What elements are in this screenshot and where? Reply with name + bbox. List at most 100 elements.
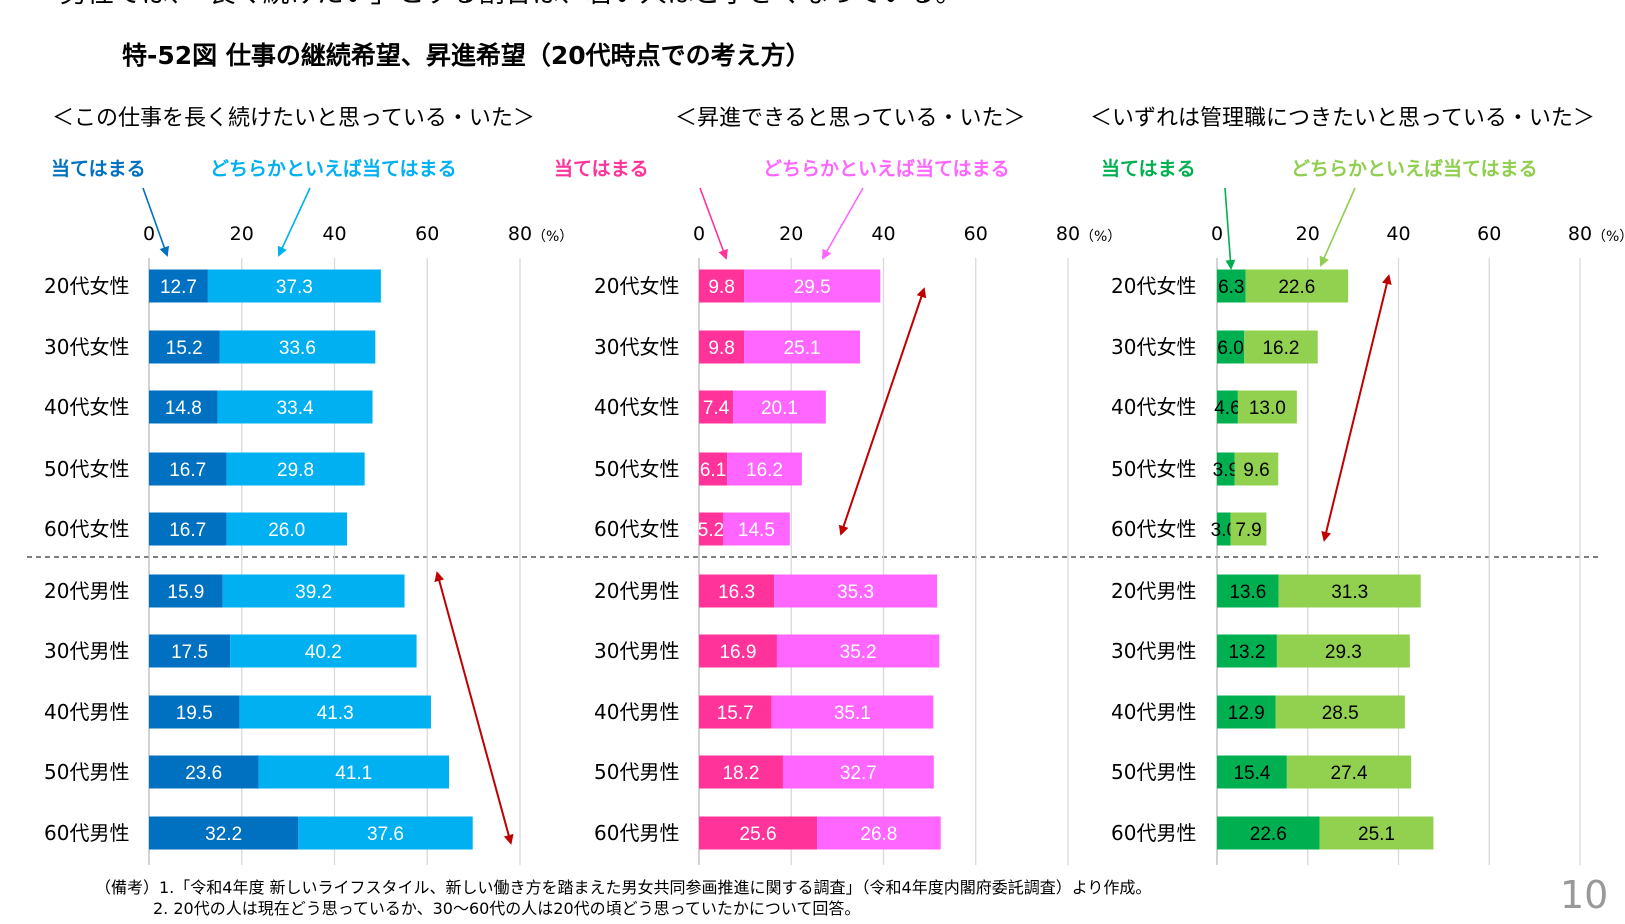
- category-label: 30代男性: [594, 639, 679, 663]
- legend-pointer-arrow: [1224, 187, 1236, 270]
- bar-segment: [149, 634, 231, 668]
- data-label: 16.9: [719, 642, 756, 663]
- data-label: 3.9: [1213, 460, 1239, 481]
- panel-2: ＜昇進できると思っている・いた＞ 当てはまる どちらかといえば当てはまる 0 20 40 6…: [554, 106, 1121, 865]
- trend-double-arrow: [1321, 274, 1392, 542]
- legend-label: 当てはまる: [51, 157, 146, 180]
- bar-segment: [219, 330, 376, 364]
- note-1: （備考）1.「令和4年度 新しいライフスタイル、新しい働き方を踏まえた男女共同参…: [95, 878, 1151, 897]
- category-label: 40代女性: [594, 395, 679, 419]
- data-label: 41.3: [317, 703, 354, 724]
- bar-segment: [1278, 574, 1421, 608]
- legend-pointer-arrow: [1319, 187, 1356, 267]
- legend-pointer-arrow: [277, 187, 311, 257]
- unit-label: （%）: [1592, 229, 1625, 245]
- category-label: 50代女性: [44, 457, 129, 481]
- bar-segment: [1217, 574, 1279, 608]
- category-label: 50代女性: [1111, 457, 1196, 481]
- data-label: 20.1: [761, 398, 798, 419]
- x-tick-label: 80: [508, 223, 532, 245]
- data-label: 19.5: [176, 703, 213, 724]
- category-label: 40代女性: [1111, 395, 1196, 419]
- category-label: 40代男性: [44, 700, 129, 724]
- trend-double-arrow: [838, 287, 927, 536]
- x-tick-label: 20: [1296, 223, 1320, 245]
- data-label: 28.5: [1322, 703, 1359, 724]
- bar-segment: [149, 755, 259, 789]
- bar-segment: [1275, 695, 1405, 729]
- legend-pointer-arrow: [822, 187, 864, 260]
- category-label: 30代男性: [44, 639, 129, 663]
- data-label: 15.2: [166, 338, 203, 359]
- data-label: 32.2: [205, 824, 242, 845]
- category-label: 50代女性: [594, 457, 679, 481]
- x-tick-label: 0: [693, 223, 705, 245]
- category-label: 60代女性: [1111, 517, 1196, 541]
- bar-segment: [1217, 634, 1277, 668]
- bar-segment: [1217, 816, 1320, 850]
- category-label: 60代男性: [594, 821, 679, 845]
- bar-segment: [149, 452, 227, 486]
- x-tick-label: 40: [322, 223, 346, 245]
- bar-segment: [782, 755, 934, 789]
- header-text: 男性では、「長く続けたい」とする割合は、若い人ほど小さくなっている。: [60, 0, 962, 9]
- bar-segment: [699, 390, 734, 424]
- bar-segment: [774, 574, 938, 608]
- bar-segment: [1217, 755, 1287, 789]
- data-label: 6.0: [1217, 338, 1243, 359]
- data-label: 29.8: [277, 460, 314, 481]
- data-label: 15.4: [1233, 763, 1270, 784]
- bar-segment: [699, 574, 775, 608]
- data-label: 35.1: [834, 703, 871, 724]
- page-number: 10: [1560, 873, 1608, 917]
- category-label: 50代男性: [44, 760, 129, 784]
- data-label: 14.5: [738, 520, 775, 541]
- bar-segment: [1217, 269, 1246, 303]
- note-2: 2. 20代の人は現在どう思っているか、30～60代の人は20代の頃どう思ってい…: [153, 899, 860, 918]
- x-tick-label: 20: [779, 223, 803, 245]
- data-label: 16.7: [169, 460, 206, 481]
- category-label: 60代女性: [594, 517, 679, 541]
- data-label: 12.9: [1228, 703, 1265, 724]
- x-tick-label: 0: [143, 223, 155, 245]
- x-tick-label: 0: [1211, 223, 1223, 245]
- data-label: 29.5: [794, 277, 831, 298]
- bar-segment: [699, 755, 783, 789]
- bar-segment: [230, 634, 417, 668]
- bar-segment: [1319, 816, 1434, 850]
- bar-segment: [1237, 390, 1297, 424]
- bar-segment: [217, 390, 373, 424]
- category-label: 60代男性: [1111, 821, 1196, 845]
- category-label: 20代女性: [594, 274, 679, 298]
- panel-3: ＜いずれは管理職につきたいと思っている・いた＞ 当てはまる どちらかといえば当てはま…: [1090, 106, 1625, 865]
- data-label: 22.6: [1250, 824, 1287, 845]
- data-label: 9.8: [708, 338, 734, 359]
- legend-label: どちらかといえば当てはまる: [1291, 157, 1538, 180]
- bar-segment: [226, 512, 348, 546]
- category-label: 60代男性: [44, 821, 129, 845]
- data-label: 14.8: [165, 398, 202, 419]
- x-tick-label: 80: [1568, 223, 1592, 245]
- data-label: 41.1: [335, 763, 372, 784]
- data-label: 33.6: [279, 338, 316, 359]
- legend-pointer-arrow: [142, 187, 170, 257]
- bar-segment: [699, 269, 745, 303]
- data-label: 18.2: [722, 763, 759, 784]
- legend-label: 当てはまる: [554, 157, 649, 180]
- legend-pointer-arrow: [699, 187, 728, 260]
- data-label: 15.9: [167, 582, 204, 603]
- data-label: 22.6: [1278, 277, 1315, 298]
- data-label: 25.1: [1358, 824, 1395, 845]
- category-label: 20代男性: [594, 579, 679, 603]
- data-label: 37.6: [367, 824, 404, 845]
- bar-segment: [699, 816, 818, 850]
- panel-title: ＜いずれは管理職につきたいと思っている・いた＞: [1090, 106, 1595, 131]
- bar-segment: [149, 816, 299, 850]
- category-label: 20代男性: [44, 579, 129, 603]
- category-label: 30代女性: [44, 335, 129, 359]
- bar-segment: [771, 695, 934, 729]
- data-label: 26.0: [268, 520, 305, 541]
- panel-1: ＜この仕事を長く続けたいと思っている・いた＞ 当てはまる どちらかといえば当てはまる…: [44, 106, 573, 865]
- bar-segment: [258, 755, 450, 789]
